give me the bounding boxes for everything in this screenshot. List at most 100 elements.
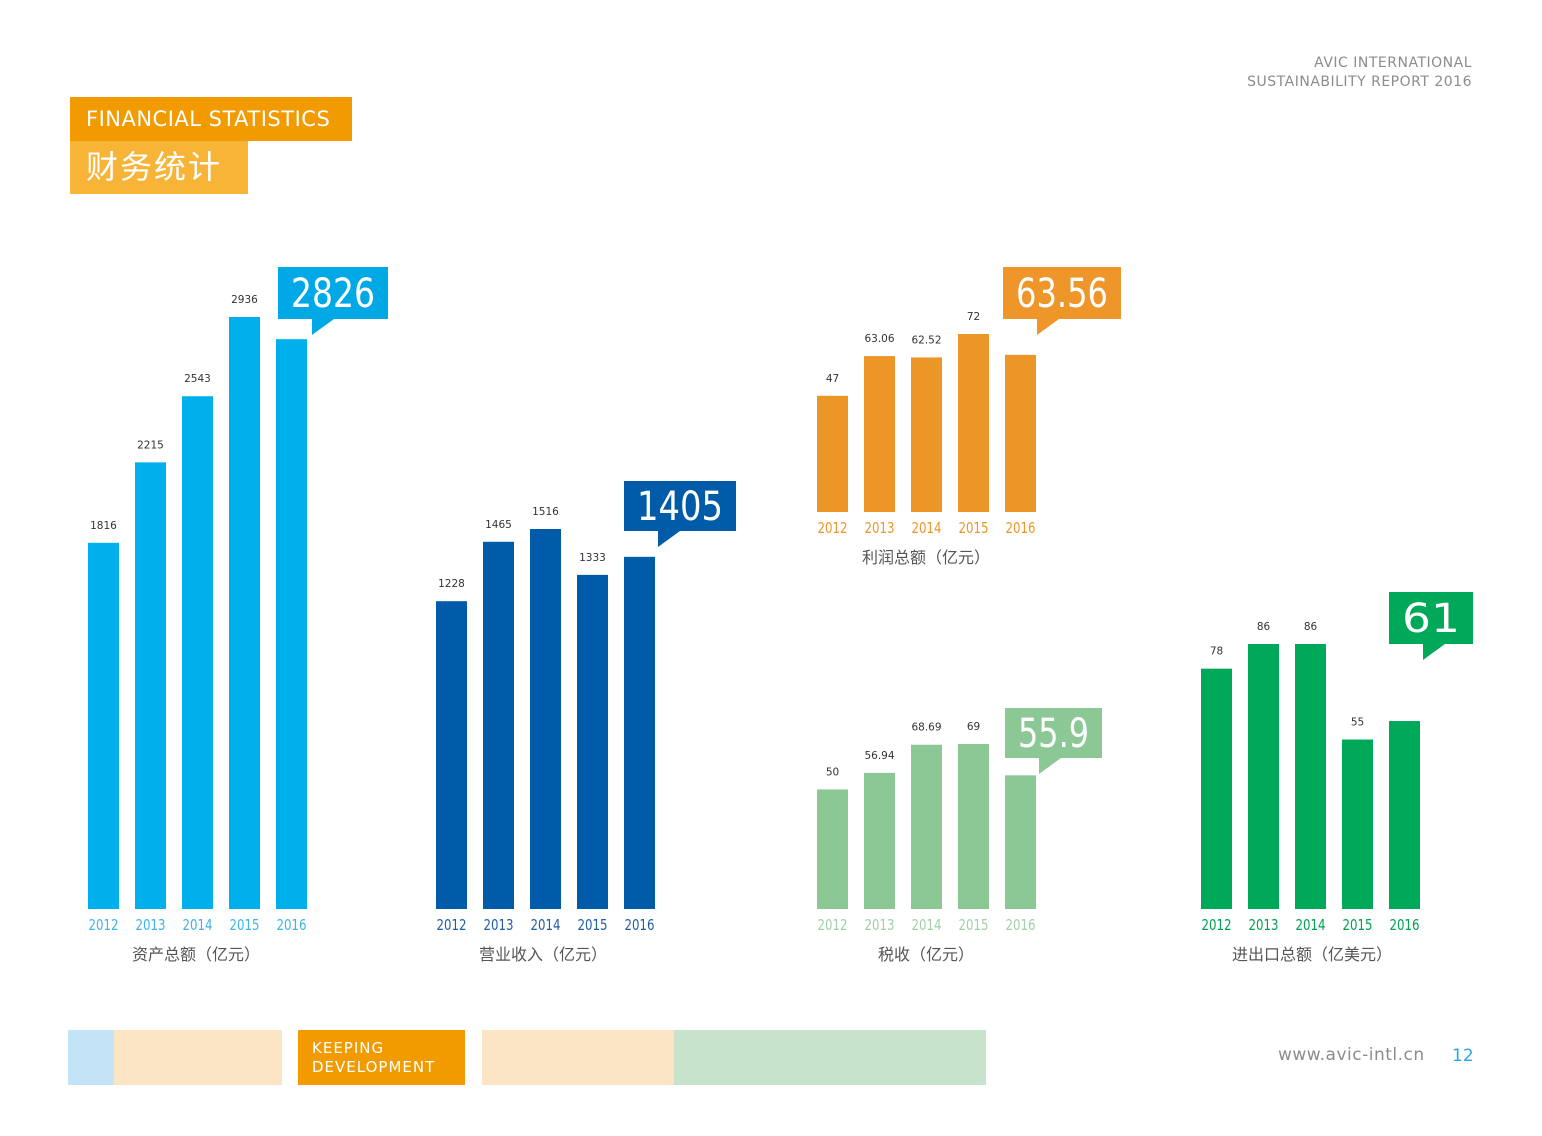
chart1-data-label-2014: 2543 — [184, 373, 211, 385]
chart5-bar-2014 — [1295, 644, 1326, 909]
chart4-bar-2013 — [864, 772, 895, 909]
chart3-tick-2013: 2013 — [865, 519, 895, 537]
chart3-data-label-2012: 47 — [826, 373, 839, 385]
chart4-callout — [1005, 708, 1102, 774]
chart1-title: 资产总额（亿元） — [132, 945, 260, 964]
chart4-title: 税收（亿元） — [878, 945, 974, 964]
chart1-bar-2014 — [182, 396, 213, 909]
chart4-tick-2016: 2016 — [1006, 916, 1036, 934]
chart3-bar-2014 — [911, 357, 942, 512]
chart5-title: 进出口总额（亿美元） — [1232, 945, 1392, 964]
chart2-bar-2015 — [577, 574, 608, 909]
chart5-bar-2013 — [1248, 644, 1279, 909]
chart2-data-label-2013: 1465 — [485, 519, 512, 531]
chart4-highlight-value: 55.9 — [1018, 711, 1089, 757]
chart5-bar-2016 — [1389, 721, 1420, 909]
chart4-data-label-2013: 56.94 — [864, 750, 894, 762]
chart4-bar-2016 — [1005, 775, 1036, 909]
chart3-data-label-2014: 62.52 — [911, 334, 941, 346]
chart5-data-label-2012: 78 — [1210, 646, 1223, 658]
chart2-bar-2016 — [624, 556, 655, 909]
chart2-data-label-2014: 1516 — [532, 506, 559, 518]
chart5-tick-2013: 2013 — [1249, 916, 1279, 934]
chart1-bar-2012 — [88, 542, 119, 909]
chart3-bar-2015 — [958, 334, 989, 512]
chart2-tick-2016: 2016 — [625, 916, 655, 934]
chart2-title: 营业收入（亿元） — [479, 945, 607, 964]
chart3-data-label-2013: 63.06 — [864, 333, 894, 345]
report-header: AVIC INTERNATIONAL SUSTAINABILITY REPORT… — [1247, 54, 1472, 92]
report-header-line1: AVIC INTERNATIONAL — [1314, 55, 1472, 71]
chart1-data-label-2013: 2215 — [137, 439, 164, 451]
section-title-en: FINANCIAL STATISTICS — [70, 97, 352, 141]
chart4-tick-2012: 2012 — [818, 916, 848, 934]
chart3-tick-2016: 2016 — [1006, 519, 1036, 537]
chart1-bar-2015 — [229, 317, 260, 909]
chart2-data-label-2012: 1228 — [438, 578, 465, 590]
chart2-tick-2015: 2015 — [578, 916, 608, 934]
chart1-bar-2016 — [276, 339, 307, 910]
chart5-tick-2016: 2016 — [1390, 916, 1420, 934]
chart2-callout — [624, 481, 736, 547]
footer-tag: KEEPING DEVELOPMENT — [298, 1030, 465, 1085]
chart3-title: 利润总额（亿元） — [862, 548, 990, 567]
chart1-data-label-2015: 2936 — [231, 294, 258, 306]
chart1-tick-2012: 2012 — [89, 916, 119, 934]
chart2-tick-2012: 2012 — [437, 916, 467, 934]
chart4-bar-2014 — [911, 744, 942, 909]
chart2-tick-2013: 2013 — [484, 916, 514, 934]
footer-band-peach-right — [482, 1030, 676, 1085]
footer-band-blue — [68, 1030, 116, 1085]
chart1-highlight-value: 2826 — [291, 271, 375, 317]
chart3-tick-2012: 2012 — [818, 519, 848, 537]
chart3-tick-2014: 2014 — [912, 519, 942, 537]
report-header-line2: SUSTAINABILITY REPORT 2016 — [1247, 74, 1472, 90]
chart5-bar-2012 — [1201, 668, 1232, 909]
chart3-bar-2013 — [864, 356, 895, 512]
chart4-tick-2014: 2014 — [912, 916, 942, 934]
chart3-bar-2016 — [1005, 354, 1036, 512]
chart2-highlight-value: 1405 — [637, 484, 723, 530]
chart2-bar-2012 — [436, 601, 467, 909]
chart2-bar-2013 — [483, 541, 514, 909]
chart4-data-label-2014: 68.69 — [911, 722, 941, 734]
chart1-callout — [278, 267, 388, 335]
chart4-tick-2013: 2013 — [865, 916, 895, 934]
footer-band-green — [674, 1030, 986, 1085]
page-number: 12 — [1452, 1046, 1474, 1066]
footer-tag-line2: DEVELOPMENT — [312, 1058, 436, 1076]
chart4-data-label-2015: 69 — [967, 721, 980, 733]
chart3-callout — [1003, 267, 1121, 335]
chart5-data-label-2014: 86 — [1304, 621, 1318, 633]
website-url[interactable]: www.avic-intl.cn — [1278, 1045, 1425, 1065]
chart5-tick-2015: 2015 — [1343, 916, 1373, 934]
chart3-data-label-2015: 72 — [967, 311, 980, 323]
chart1-data-label-2012: 1816 — [90, 520, 117, 532]
chart5-tick-2014: 2014 — [1296, 916, 1326, 934]
charts-canvas: 1816 2012 2215 2013 2543 2014 2936 2015 2016 2826… — [88, 267, 1473, 964]
chart5-callout — [1389, 592, 1473, 660]
chart5-data-label-2015: 55 — [1351, 717, 1364, 729]
section-title-cn: 财务统计 — [70, 141, 248, 194]
chart5-highlight-value: 61 — [1402, 596, 1460, 642]
chart1-tick-2014: 2014 — [183, 916, 213, 934]
chart3-tick-2015: 2015 — [959, 519, 989, 537]
chart1-bar-2013 — [135, 462, 166, 909]
chart3-highlight-value: 63.56 — [1016, 271, 1108, 317]
chart1-tick-2015: 2015 — [230, 916, 260, 934]
footer-tag-line1: KEEPING — [312, 1039, 385, 1057]
footer-band-peach-left — [114, 1030, 282, 1085]
chart5-tick-2012: 2012 — [1202, 916, 1232, 934]
chart4-bar-2012 — [817, 789, 848, 909]
chart3-bar-2012 — [817, 395, 848, 512]
chart2-data-label-2015: 1333 — [579, 552, 606, 564]
chart4-bar-2015 — [958, 744, 989, 909]
chart5-data-label-2013: 86 — [1257, 621, 1271, 633]
chart2-bar-2014 — [530, 529, 561, 909]
chart1-tick-2013: 2013 — [136, 916, 166, 934]
chart4-tick-2015: 2015 — [959, 916, 989, 934]
chart2-tick-2014: 2014 — [531, 916, 561, 934]
chart4-data-label-2012: 50 — [826, 766, 839, 778]
chart5-bar-2015 — [1342, 739, 1373, 909]
chart1-tick-2016: 2016 — [277, 916, 307, 934]
